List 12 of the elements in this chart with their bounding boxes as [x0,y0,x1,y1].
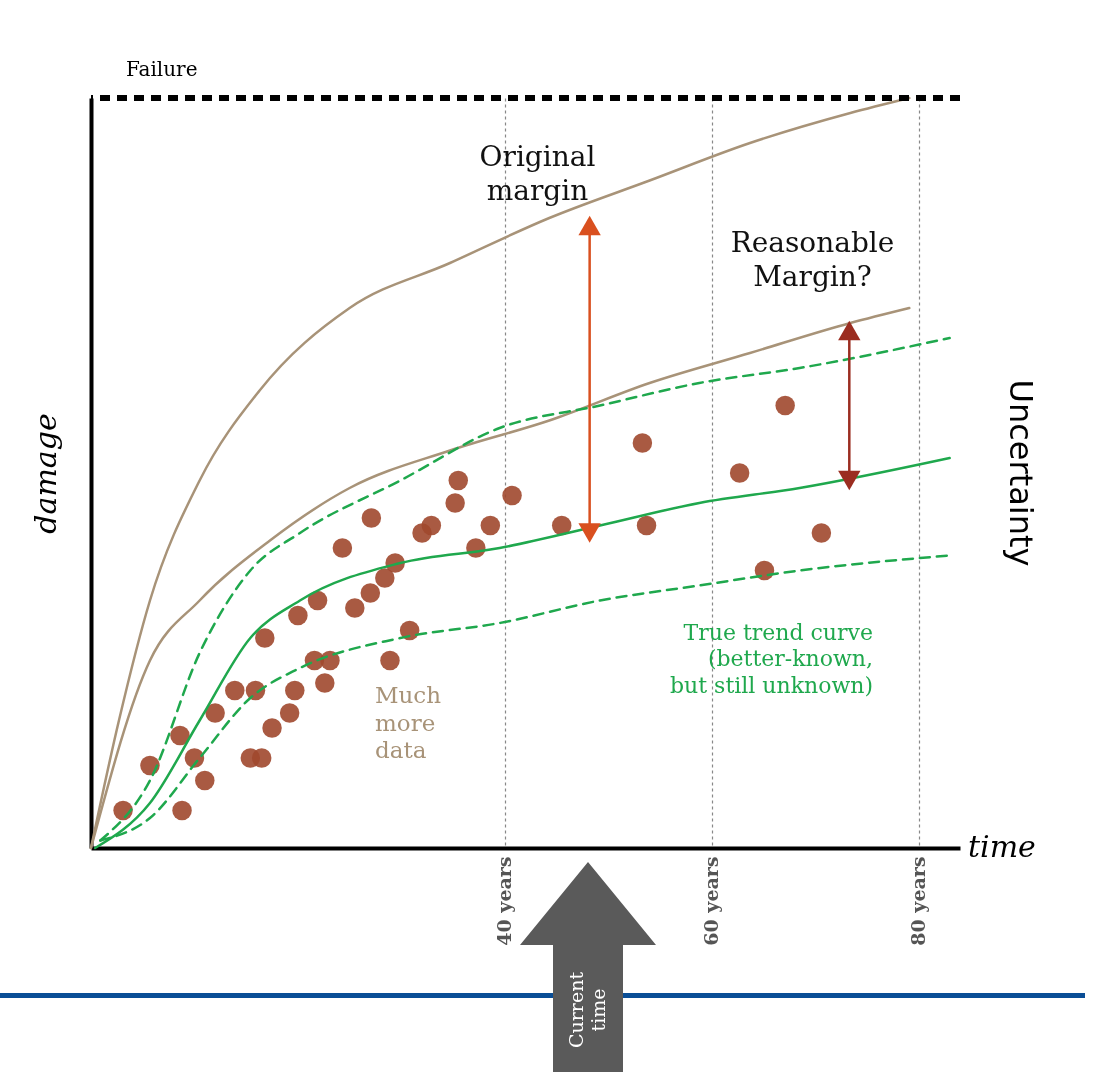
annotation: Original margin [478,140,597,208]
y-axis-title: damage [27,413,63,534]
annotation: Reasonable Margin? [729,226,896,294]
ref-line-label: Failure [126,57,198,81]
x-tick-label: 40 years [493,856,516,946]
y2-axis-title: Uncertainty [1002,379,1040,567]
annotation: Much more data [375,682,443,765]
x-tick-label: 60 years [700,856,723,946]
annotation: True trend curve (better-known, but still unknown) [669,619,874,700]
text: Current time [565,971,609,1049]
x-axis-title: time [968,829,1036,864]
x-tick-label: 80 years [907,856,930,946]
